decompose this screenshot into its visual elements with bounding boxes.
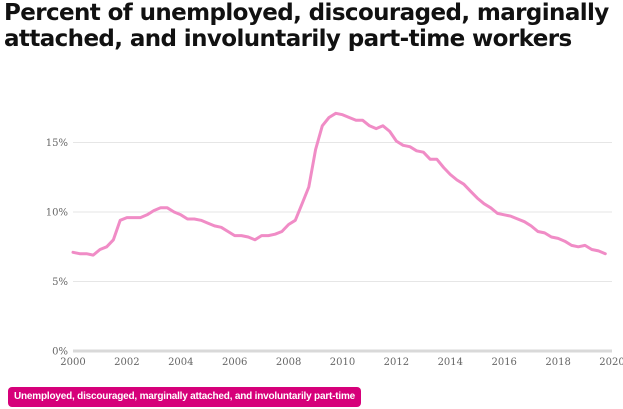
x-tick-label: 2008 xyxy=(276,357,301,368)
y-tick-label: 0% xyxy=(52,347,68,358)
x-tick-label: 2016 xyxy=(491,357,516,368)
x-tick-label: 2018 xyxy=(545,357,570,368)
y-tick-label: 15% xyxy=(46,138,68,149)
x-tick-label: 2010 xyxy=(330,357,355,368)
x-tick-label: 2014 xyxy=(438,357,463,368)
x-tick-label: 2000 xyxy=(60,357,85,368)
y-tick-label: 10% xyxy=(46,208,68,219)
series-layer xyxy=(71,111,607,257)
grid-layer xyxy=(73,142,612,282)
x-tick-label: 2002 xyxy=(114,357,139,368)
x-tick-label: 2006 xyxy=(222,357,247,368)
series-line-0[interactable] xyxy=(71,111,607,257)
legend-entry[interactable]: Unemployed, discouraged, marginally atta… xyxy=(8,387,362,407)
axis-layer: 0% 5% 10% 15% 2000 2002 2004 2006 2008 2010 2012 20… xyxy=(46,138,623,368)
x-tick-label: 2012 xyxy=(384,357,409,368)
x-tick-label: 2020 xyxy=(599,357,623,368)
y-tick-label: 5% xyxy=(52,277,68,288)
x-tick-label: 2004 xyxy=(168,357,193,368)
chart-title: Percent of unemployed, discouraged, marg… xyxy=(4,0,609,52)
